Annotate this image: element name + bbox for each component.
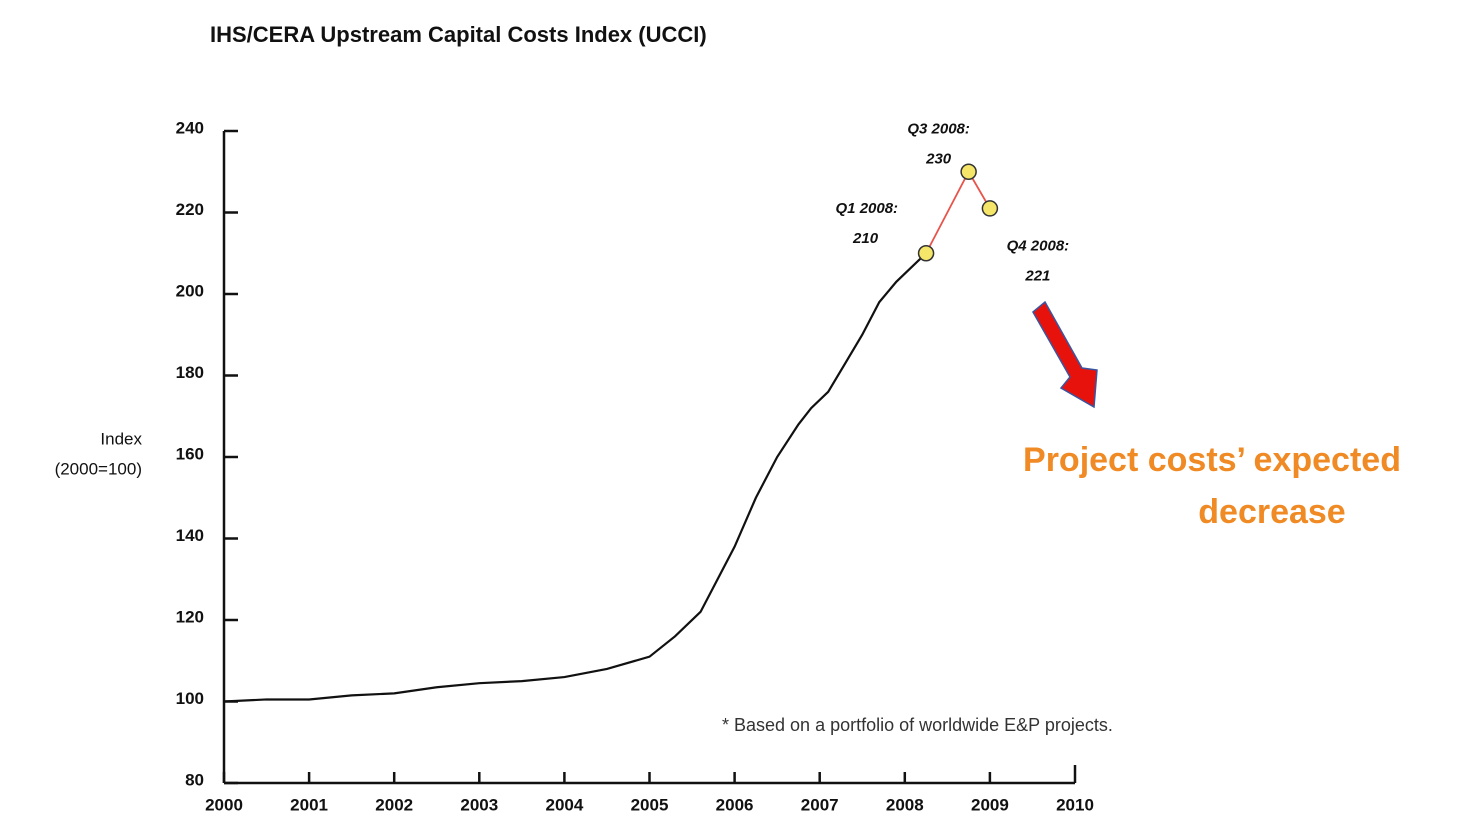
data-marker <box>960 163 977 180</box>
x-tick-label: 2007 <box>801 795 839 814</box>
y-axis-label: (2000=100) <box>55 459 142 478</box>
value-label: 230 <box>925 151 952 168</box>
value-label: 210 <box>852 230 879 247</box>
x-tick-label: 2010 <box>1056 795 1094 814</box>
point-label: Q1 2008: <box>836 200 899 217</box>
x-tick-label: 2009 <box>971 795 1009 814</box>
x-tick-label: 2008 <box>886 795 924 814</box>
decrease-arrow <box>1032 300 1098 409</box>
x-tick-label: 2000 <box>205 795 243 814</box>
data-marker <box>917 245 935 262</box>
footnote: * Based on a portfolio of worldwide E&P … <box>722 715 1113 735</box>
x-tick-label: 2006 <box>716 795 754 814</box>
value-label: 221 <box>1024 267 1050 284</box>
x-tick-label: 2002 <box>375 795 413 814</box>
y-tick-label: 240 <box>176 118 204 137</box>
y-tick-label: 100 <box>176 689 204 708</box>
y-tick-label: 220 <box>176 200 204 219</box>
y-tick-label: 120 <box>176 607 204 626</box>
y-tick-label: 80 <box>185 770 204 789</box>
point-label: Q4 2008: <box>1007 237 1070 254</box>
y-tick-label: 160 <box>176 444 204 463</box>
x-tick-label: 2005 <box>631 795 669 814</box>
y-tick-label: 140 <box>176 526 204 545</box>
data-line <box>925 169 991 254</box>
x-tick-label: 2001 <box>290 795 328 814</box>
y-tick-label: 200 <box>176 281 204 300</box>
chart-title: IHS/CERA Upstream Capital Costs Index (U… <box>210 22 707 47</box>
data-line <box>223 252 927 703</box>
y-tick-label: 180 <box>176 363 204 382</box>
point-label: Q3 2008: <box>907 121 970 138</box>
data-marker <box>981 200 999 217</box>
x-tick-label: 2003 <box>460 795 498 814</box>
y-axis-label: Index <box>100 429 142 448</box>
callout: decrease <box>1198 493 1345 531</box>
callout: Project costs’ expected <box>1023 441 1401 479</box>
x-tick-label: 2004 <box>545 795 583 814</box>
